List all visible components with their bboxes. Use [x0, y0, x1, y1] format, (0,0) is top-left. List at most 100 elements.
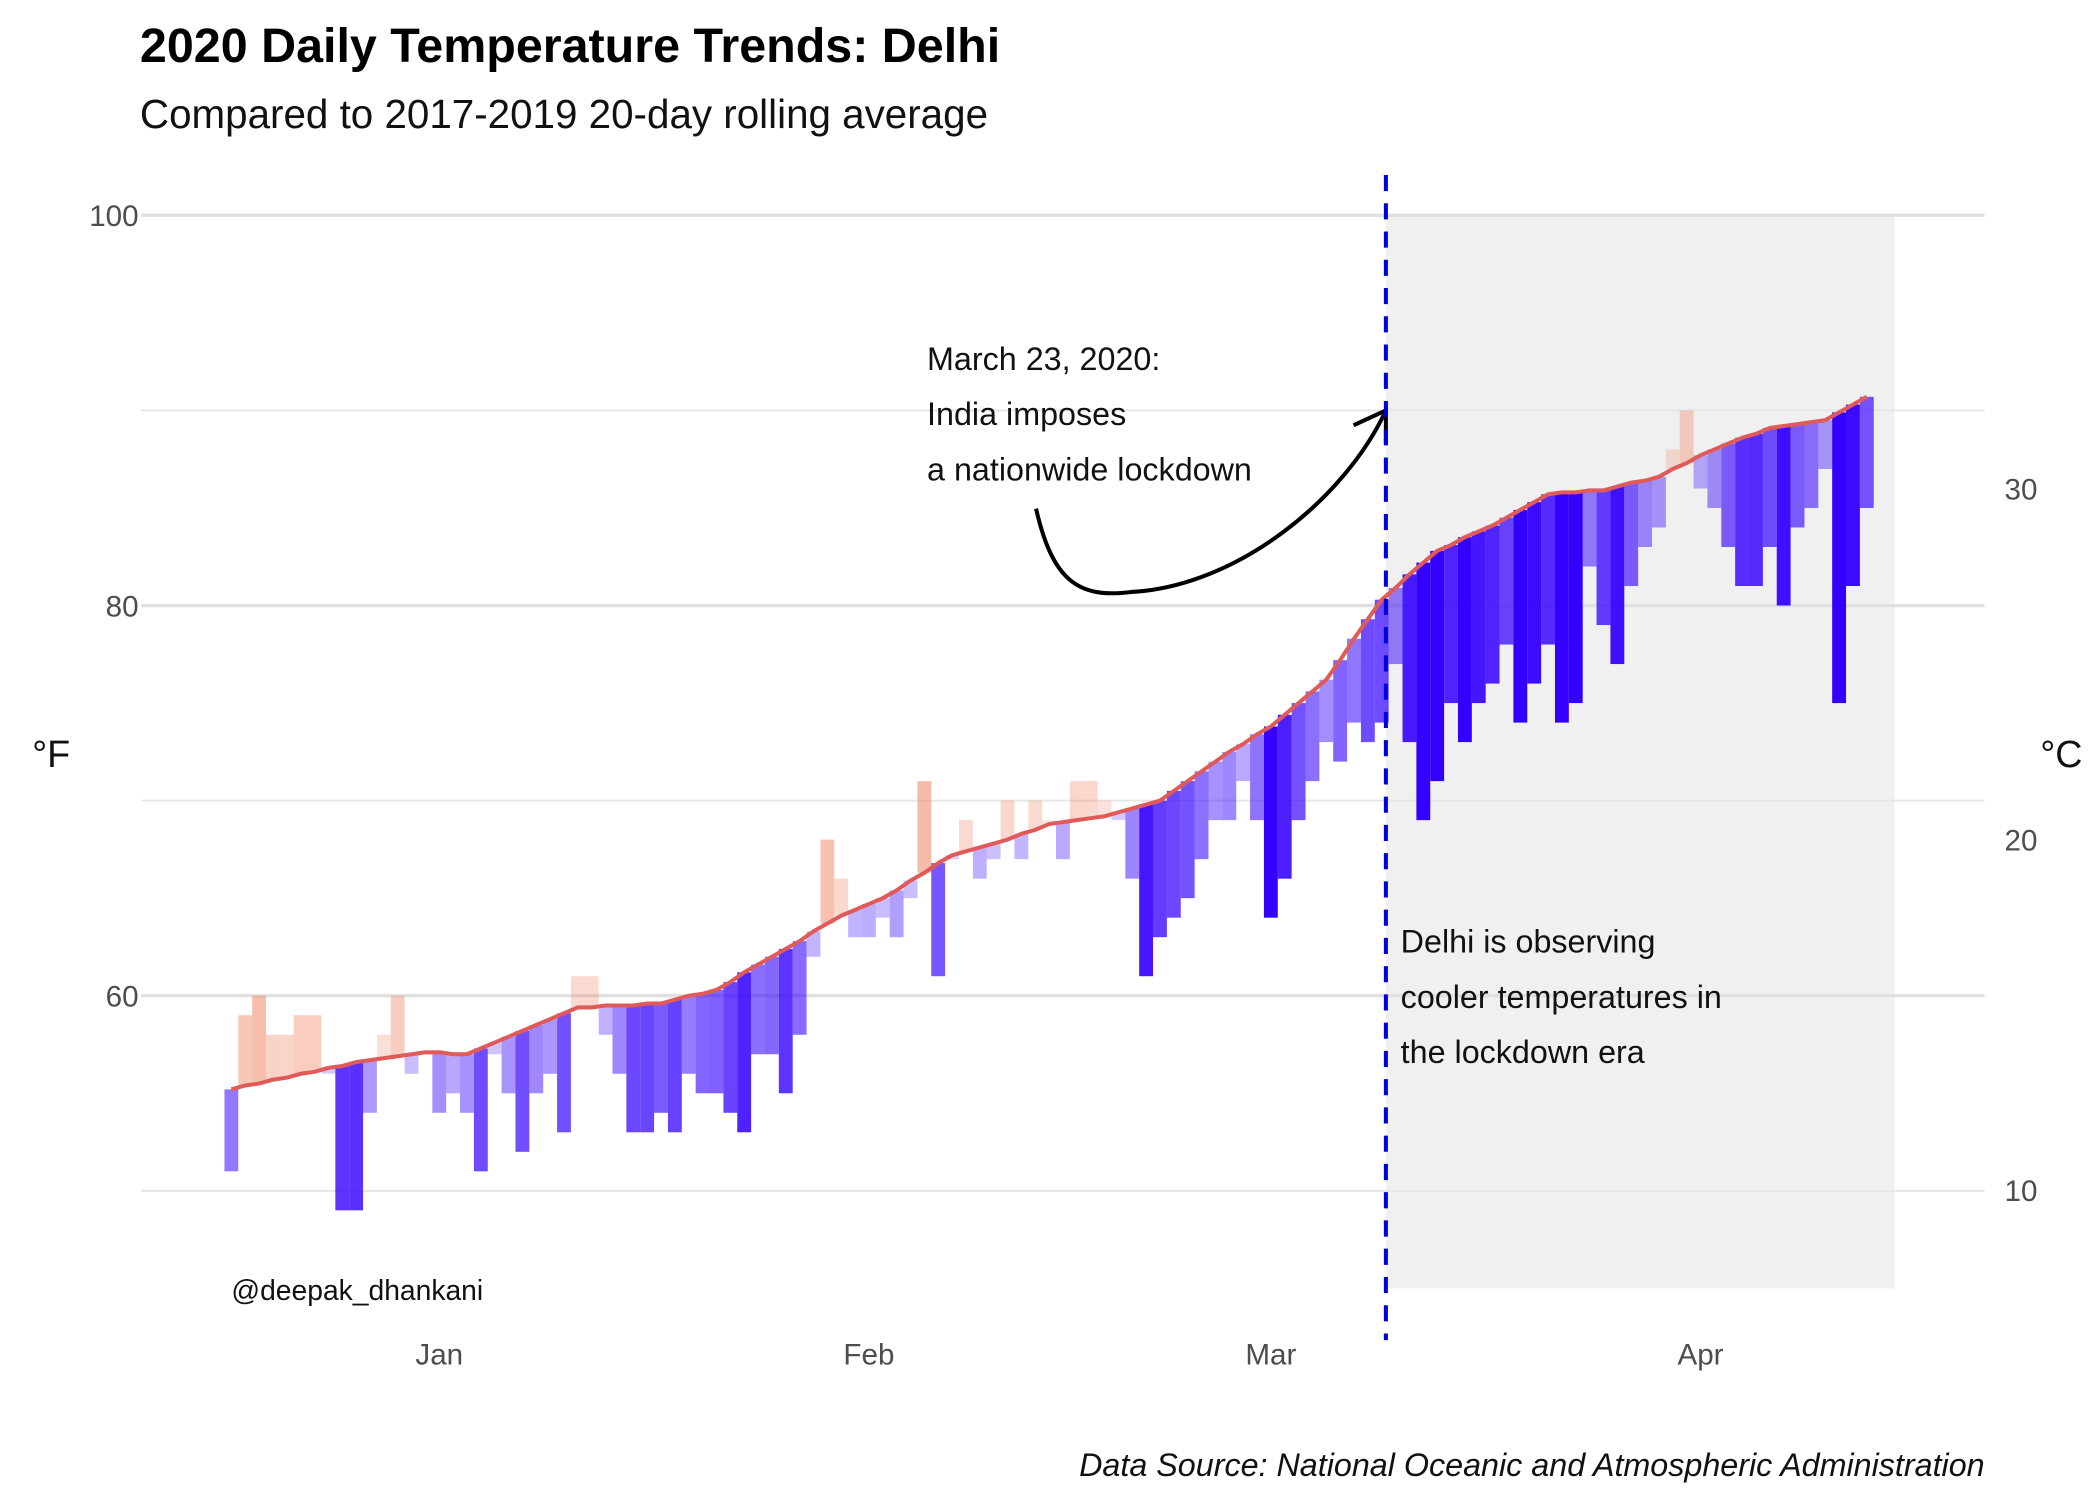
temperature-bar — [778, 948, 793, 1094]
temperature-bar — [1139, 804, 1154, 977]
temperature-bar — [1056, 822, 1070, 860]
temperature-bar — [1291, 703, 1306, 821]
temperature-bar — [848, 909, 862, 938]
temperature-bar — [1083, 781, 1098, 819]
temperature-bar — [584, 976, 599, 1008]
temperature-bar — [1513, 509, 1528, 723]
y2-tick-label: 10 — [2004, 1175, 2037, 1208]
credit: @deepak_dhankani — [231, 1274, 483, 1306]
y2-tick-label: 20 — [2004, 824, 2037, 857]
temperature-bar — [1832, 412, 1847, 704]
temperature-bar — [1693, 455, 1708, 489]
temperature-bar — [460, 1054, 474, 1113]
temperature-bar — [1721, 443, 1736, 548]
temperature-bar — [1111, 812, 1126, 821]
temperature-bar — [321, 1067, 336, 1074]
chart-subtitle: Compared to 2017-2019 20-day rolling ave… — [140, 91, 988, 137]
temperature-bar — [252, 995, 267, 1084]
temperature-bar — [861, 904, 876, 938]
temperature-bar — [820, 839, 835, 924]
temperature-bar — [1749, 433, 1763, 587]
temperature-bar — [557, 1013, 571, 1133]
temperature-bar — [654, 1003, 668, 1113]
temperature-bar — [1333, 660, 1348, 762]
temperature-bar — [363, 1060, 377, 1113]
temperature-bar — [792, 941, 807, 1035]
temperature-bar — [1541, 494, 1555, 645]
temperature-bar — [1762, 427, 1777, 548]
annotation-text: a nationwide lockdown — [927, 451, 1252, 487]
temperature-bar — [806, 931, 821, 957]
temperature-bar — [1277, 714, 1292, 879]
annotation-text: cooler temperatures in — [1401, 979, 1722, 1015]
temperature-bar — [1638, 480, 1652, 548]
x-tick-label: Apr — [1677, 1338, 1723, 1371]
temperature-bar — [1527, 502, 1542, 684]
chart-title: 2020 Daily Temperature Trends: Delhi — [140, 19, 1000, 73]
temperature-bar — [390, 995, 405, 1057]
temperature-bar — [889, 890, 904, 938]
temperature-bar — [695, 993, 710, 1094]
temperature-bar — [238, 1015, 253, 1086]
temperature-bar — [1568, 492, 1583, 704]
temperature-bar — [1388, 587, 1403, 665]
y-tick-label: 60 — [106, 980, 139, 1013]
annotation-text: India imposes — [927, 396, 1126, 432]
temperature-bar — [335, 1065, 350, 1211]
temperature-bar — [751, 964, 765, 1055]
temperature-bar — [1153, 800, 1167, 938]
temperature-bar — [1582, 490, 1597, 567]
temperature-bar — [1222, 751, 1237, 821]
temperature-bar — [404, 1054, 419, 1074]
annotation-text: the lockdown era — [1401, 1034, 1645, 1070]
temperature-bar — [1804, 422, 1819, 508]
temperature-bar — [1194, 771, 1209, 860]
temperature-bar — [376, 1034, 391, 1059]
temperature-bar — [266, 1034, 280, 1080]
temperature-bar — [1471, 531, 1486, 704]
temperature-bar — [1014, 833, 1029, 860]
temperature-bar — [1430, 550, 1445, 782]
temperature-bar — [1166, 790, 1181, 918]
temperature-bar — [1125, 808, 1140, 879]
temperature-bar — [640, 1003, 655, 1133]
temperature-bar — [1790, 424, 1805, 528]
x-tick-label: Jan — [415, 1338, 463, 1371]
x-tick-label: Feb — [843, 1338, 894, 1371]
temperature-bar — [1651, 476, 1666, 528]
temperature-bar — [487, 1042, 502, 1055]
temperature-bar — [1499, 517, 1514, 645]
temperature-bar — [1665, 449, 1680, 469]
temperature-bar — [972, 847, 987, 879]
temperature-bar — [612, 1005, 627, 1074]
annotation-text: Delhi is observing — [1401, 924, 1656, 960]
temperature-bar — [1624, 482, 1639, 587]
temperature-bar — [1250, 734, 1264, 821]
temperature-bar — [543, 1019, 558, 1074]
y2-axis-label: °C — [2040, 733, 2082, 775]
temperature-bar — [1596, 490, 1611, 626]
temperature-bar — [1319, 679, 1334, 743]
temperature-bar — [279, 1034, 294, 1078]
temperature-bar — [1485, 525, 1500, 684]
temperature-bar — [1444, 545, 1458, 704]
temperature-bar — [1416, 562, 1431, 821]
temperature-bar — [307, 1015, 322, 1072]
temperature-bar — [1263, 726, 1278, 918]
annotation-arrow — [1034, 409, 1388, 596]
y-tick-label: 80 — [106, 590, 139, 623]
temperature-bar — [1679, 410, 1694, 464]
temperature-bar — [1818, 420, 1833, 469]
y-tick-label: 100 — [89, 200, 138, 233]
caption: Data Source: National Oceanic and Atmosp… — [1079, 1447, 1985, 1483]
temperature-bar — [1305, 691, 1320, 782]
temperature-bar — [1028, 800, 1043, 830]
temperature-bar — [473, 1048, 488, 1172]
temperature-bar — [570, 976, 585, 1008]
temperature-bar — [1457, 537, 1472, 743]
temperature-bar — [1554, 492, 1569, 723]
annotation-text: March 23, 2020: — [927, 341, 1160, 377]
temperature-bar — [626, 1005, 641, 1133]
temperature-bar — [1707, 449, 1722, 508]
plot-area: 60 80 100 10 20 30 Jan Feb Mar Apr — [89, 200, 2037, 1371]
